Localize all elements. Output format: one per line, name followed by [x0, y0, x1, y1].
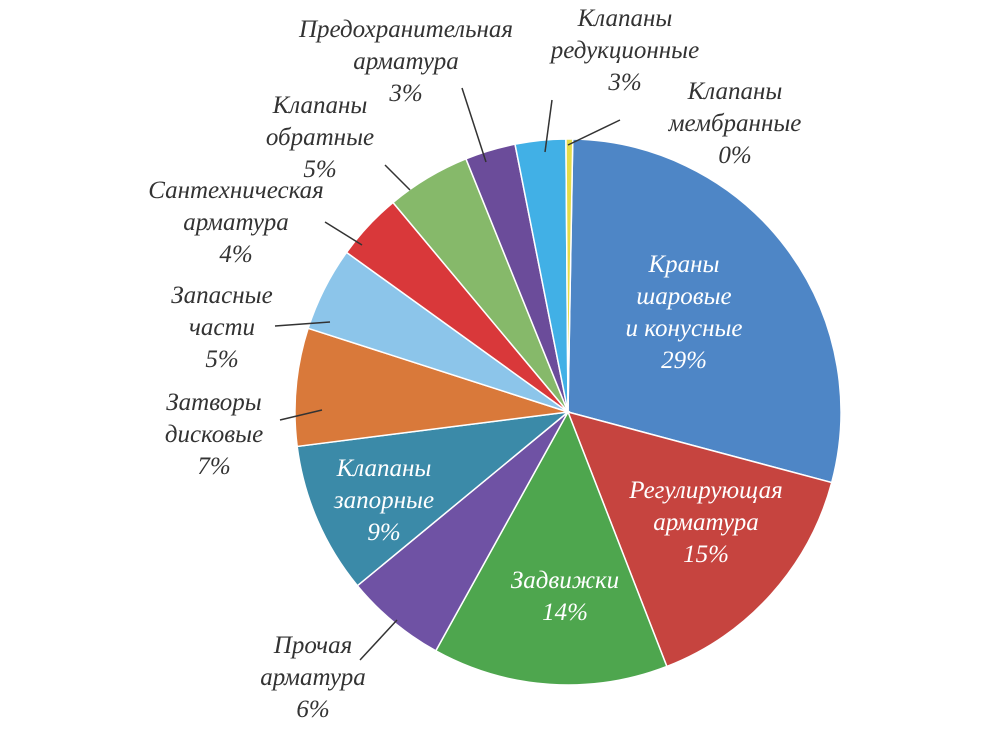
pie-slice-0 — [567, 138, 842, 484]
slice-label-line: арматура — [260, 664, 365, 691]
slice-label-line: обратные — [266, 124, 374, 151]
slice-label-11: Клапаны мембранные 0% — [668, 78, 802, 169]
pie-slices — [294, 138, 842, 686]
slice-label-line: 4% — [219, 241, 252, 268]
slice-label-line: 3% — [607, 69, 641, 96]
slice-label-line: Краны — [648, 251, 720, 278]
pie-slice-4 — [296, 410, 571, 587]
slice-label-line: Клапаны — [687, 78, 783, 105]
leader-line-6 — [274, 321, 331, 327]
slice-label-line: 0% — [718, 142, 751, 169]
slice-label-line: Задвижки — [511, 567, 619, 594]
slice-label-line: Запасные — [171, 282, 272, 309]
slice-label-8: Клапаны обратные 5% — [266, 92, 374, 183]
slice-label-0: Краны шаровые и конусные 29% — [625, 251, 742, 374]
slice-label-line: Сантехническая — [148, 177, 324, 204]
slice-label-line: части — [189, 314, 255, 341]
slice-label-line: Клапаны — [336, 455, 432, 482]
slice-label-line: арматура — [183, 209, 288, 236]
slice-label-3: Прочая арматура 6% — [260, 632, 365, 723]
pie-slice-1 — [566, 410, 833, 668]
slice-label-2: Задвижки 14% — [511, 567, 619, 626]
slice-label-line: дисковые — [165, 421, 263, 448]
slice-label-line: Прочая — [273, 632, 352, 659]
leader-line-9 — [461, 87, 487, 163]
slice-label-line: арматура — [353, 48, 458, 75]
slice-label-line: Клапаны — [577, 5, 673, 32]
slice-label-line: 9% — [367, 519, 400, 546]
leader-line-7 — [324, 221, 363, 246]
slice-label-1: Регулирующая арматура 15% — [628, 477, 783, 568]
leader-line-11 — [567, 119, 621, 146]
slice-label-line: Клапаны — [272, 92, 368, 119]
slice-label-10: Клапаны редукционные 3% — [549, 5, 699, 96]
leader-line-10 — [544, 99, 553, 153]
slice-label-line: запорные — [333, 487, 434, 514]
leader-line-8 — [384, 164, 411, 191]
pie-slice-11 — [565, 138, 574, 413]
slice-label-line: арматура — [653, 509, 758, 536]
leader-line-3 — [359, 619, 398, 661]
slice-label-line: 3% — [388, 80, 422, 107]
slice-label-line: мембранные — [668, 110, 802, 137]
slice-label-line: 5% — [303, 156, 336, 183]
slice-label-7: Сантехническая арматура 4% — [148, 177, 324, 268]
slice-label-4: Клапаны запорные 9% — [333, 455, 434, 546]
slice-label-line: Затворы — [166, 389, 261, 416]
slice-label-5: Затворы дисковые 7% — [165, 389, 263, 480]
slice-labels: Краны шаровые и конусные 29% Регулирующая арм… — [148, 5, 801, 723]
slice-label-line: 5% — [205, 346, 238, 373]
slice-label-line: и конусные — [625, 315, 742, 342]
slice-label-9: Предохранительная арматура 3% — [298, 16, 513, 107]
pie-slice-2 — [434, 410, 668, 686]
pie-slice-5 — [294, 327, 569, 448]
slice-label-line: 6% — [296, 696, 329, 723]
slice-label-line: Регулирующая — [628, 477, 783, 504]
slice-label-line: шаровые — [636, 283, 731, 310]
slice-label-line: Предохранительная — [298, 16, 513, 43]
slice-label-line: 14% — [542, 599, 588, 626]
slice-label-6: Запасные части 5% — [171, 282, 272, 373]
slice-label-line: 15% — [683, 541, 729, 568]
leader-lines — [274, 87, 621, 661]
slice-label-line: редукционные — [549, 37, 699, 64]
slice-label-line: 7% — [197, 453, 230, 480]
slice-label-line: 29% — [661, 347, 707, 374]
leader-line-5 — [279, 409, 323, 421]
